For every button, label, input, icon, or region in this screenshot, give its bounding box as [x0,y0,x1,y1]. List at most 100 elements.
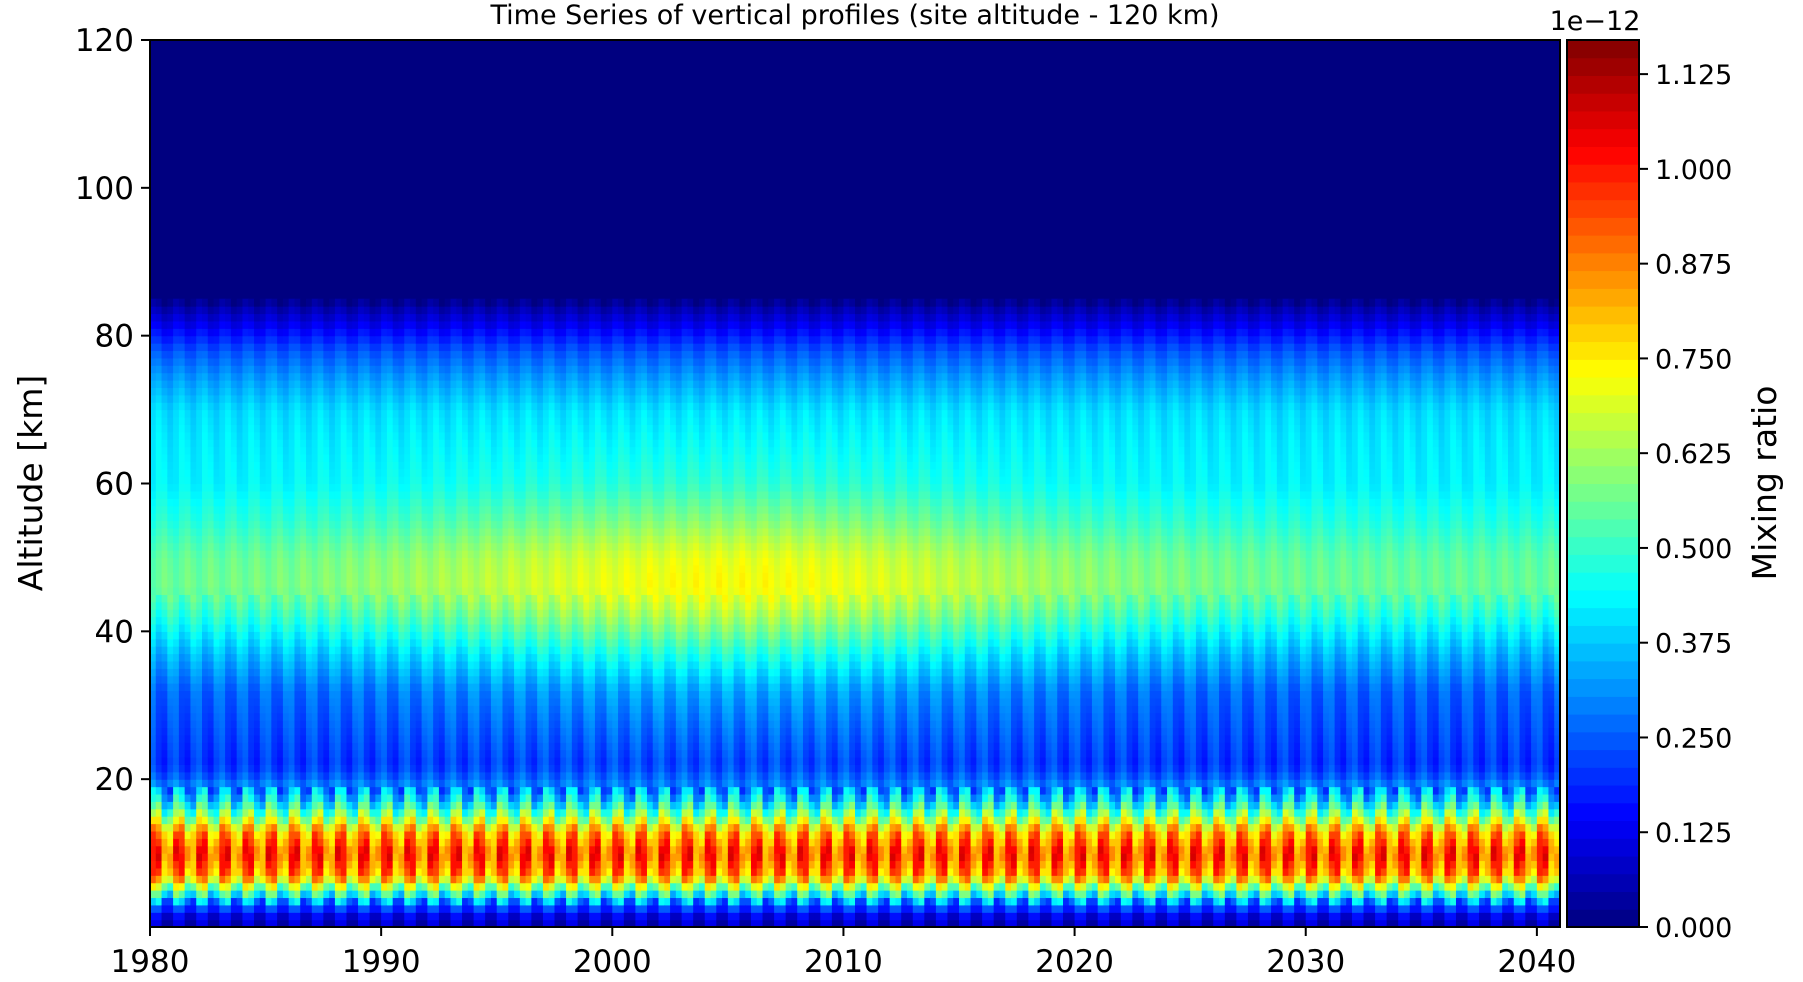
heatmap-cell [422,824,428,832]
heatmap-cell [289,683,295,691]
heatmap-cell [381,787,387,795]
heatmap-cell [393,853,399,861]
heatmap-cell [352,794,358,802]
heatmap-cell [468,373,474,381]
heatmap-cell [219,410,225,418]
heatmap-cell [231,587,237,595]
heatmap-cell [306,550,312,558]
heatmap-cell [346,410,352,418]
heatmap-cell [266,683,272,691]
heatmap-cell [381,868,387,876]
heatmap-cell [196,831,202,839]
heatmap-cell [479,402,485,410]
heatmap-cell [167,609,173,617]
heatmap-cell [329,410,335,418]
heatmap-cell [231,846,237,854]
heatmap-cell [450,824,456,832]
heatmap-cell [329,580,335,588]
heatmap-cell [254,402,260,410]
heatmap-cell [225,580,231,588]
heatmap-cell [346,395,352,403]
heatmap-cell [179,306,185,314]
heatmap-cell [173,787,179,795]
heatmap-cell [156,868,162,876]
heatmap-cell [312,905,318,913]
heatmap-cell [318,831,324,839]
heatmap-cell [462,698,468,706]
heatmap-cell [231,727,237,735]
heatmap-cell [214,853,220,861]
heatmap-cell [450,402,456,410]
heatmap-cell [190,343,196,351]
heatmap-cell [479,313,485,321]
heatmap-cell [422,602,428,610]
heatmap-cell [162,321,168,329]
heatmap-cell [208,875,214,883]
heatmap-cell [387,543,393,551]
heatmap-cell [202,860,208,868]
heatmap-cell [468,654,474,662]
heatmap-cell [283,838,289,846]
heatmap-cell [422,801,428,809]
heatmap-cell [312,824,318,832]
heatmap-cell [393,609,399,617]
heatmap-cell [456,498,462,506]
heatmap-cell [387,557,393,565]
heatmap-cell [312,528,318,536]
heatmap-cell [422,757,428,765]
heatmap-cell [312,617,318,625]
heatmap-cell [375,594,381,602]
heatmap-cell [266,321,272,329]
heatmap-cell [185,838,191,846]
heatmap-cell [173,454,179,462]
heatmap-cell [358,328,364,336]
heatmap-cell [329,373,335,381]
heatmap-cell [375,809,381,817]
heatmap-cell [196,447,202,455]
heatmap-cell [167,838,173,846]
heatmap-cell [439,831,445,839]
heatmap-cell [479,698,485,706]
heatmap-cell [312,520,318,528]
heatmap-cell [242,883,248,891]
heatmap-cell [410,580,416,588]
heatmap-cell [485,794,491,802]
heatmap-cell [271,395,277,403]
heatmap-cell [208,484,214,492]
heatmap-cell [364,484,370,492]
heatmap-cell [231,890,237,898]
heatmap-cell [329,883,335,891]
heatmap-cell [162,513,168,521]
heatmap-cell [474,373,480,381]
heatmap-cell [485,713,491,721]
heatmap-cell [179,469,185,477]
heatmap-cell [439,594,445,602]
heatmap-cell [404,631,410,639]
heatmap-cell [323,764,329,772]
heatmap-cell [456,587,462,595]
heatmap-cell [260,365,266,373]
heatmap-cell [341,750,347,758]
heatmap-cell [300,402,306,410]
heatmap-cell [214,565,220,573]
heatmap-cell [335,535,341,543]
heatmap-cell [219,853,225,861]
heatmap-cell [179,624,185,632]
heatmap-cell [416,594,422,602]
heatmap-cell [318,336,324,344]
heatmap-cell [300,439,306,447]
heatmap-cell [364,705,370,713]
heatmap-cell [416,787,422,795]
heatmap-cell [300,905,306,913]
heatmap-cell [173,661,179,669]
heatmap-cell [479,661,485,669]
heatmap-cell [456,439,462,447]
heatmap-cell [381,476,387,484]
heatmap-cell [387,373,393,381]
heatmap-cell [329,572,335,580]
heatmap-cell [225,794,231,802]
heatmap-cell [387,720,393,728]
heatmap-cell [266,336,272,344]
heatmap-cell [433,801,439,809]
heatmap-cell [422,506,428,514]
